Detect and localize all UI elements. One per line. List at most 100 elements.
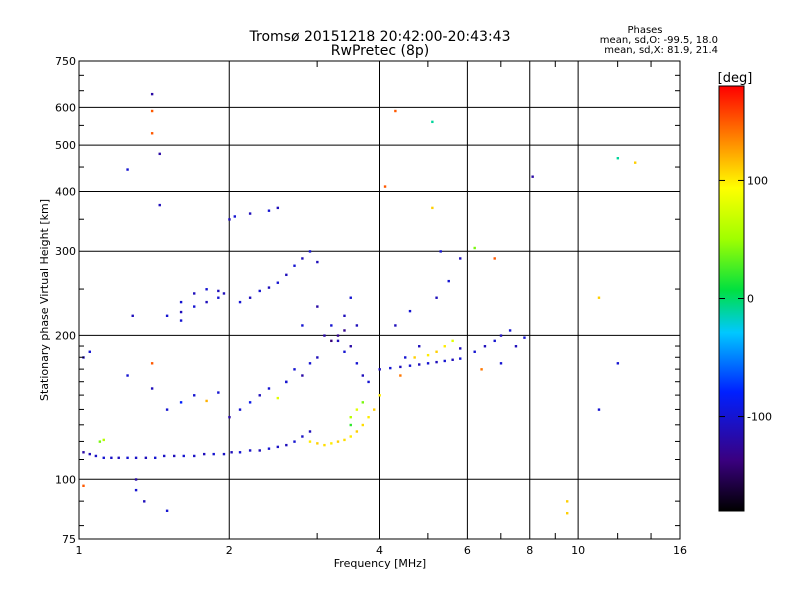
data-point (150, 362, 154, 365)
data-point (480, 368, 483, 371)
data-point (150, 109, 154, 113)
data-point (205, 288, 208, 291)
x-tick-label: 16 (673, 544, 687, 557)
x-tick-label: 4 (376, 544, 383, 557)
data-point (217, 296, 220, 299)
data-point (418, 363, 421, 366)
data-point (394, 324, 397, 327)
data-point (248, 212, 252, 215)
data-point (451, 358, 454, 361)
data-point (172, 454, 176, 458)
data-point (435, 360, 438, 364)
data-point (343, 314, 346, 318)
data-point (499, 334, 503, 337)
data-point (205, 399, 208, 403)
data-point (158, 152, 161, 156)
data-point (205, 300, 208, 304)
data-point (316, 356, 319, 359)
y-tick-label: 600 (55, 101, 76, 114)
data-point (355, 430, 359, 433)
data-point (126, 374, 129, 377)
data-point (88, 350, 91, 353)
y-tick-label: 750 (55, 55, 76, 68)
colorbar-tick-label: -100 (747, 411, 772, 424)
data-point (389, 366, 392, 370)
y-tick-label: 75 (62, 533, 76, 546)
data-point (633, 161, 637, 164)
data-point (451, 339, 454, 343)
colorbar-tick-label: 100 (747, 174, 768, 187)
data-point (566, 512, 569, 515)
data-point (102, 438, 105, 442)
data-point (367, 415, 370, 419)
data-point (285, 273, 288, 277)
data-point (443, 359, 446, 363)
data-point (616, 157, 620, 160)
data-point (230, 451, 233, 454)
data-point (217, 289, 220, 293)
data-point (426, 353, 430, 357)
data-point (361, 374, 365, 377)
data-point (323, 443, 326, 447)
data-point (566, 500, 569, 503)
data-point (248, 296, 252, 299)
x-tick-label: 8 (526, 544, 533, 557)
data-point (150, 387, 154, 390)
data-point (343, 438, 346, 442)
data-point (193, 305, 196, 308)
data-point (323, 334, 326, 337)
y-axis-label: Stationary phase Virtual Height [km] (38, 199, 51, 401)
data-point (308, 430, 312, 433)
data-point (228, 218, 231, 221)
data-point (285, 380, 288, 384)
data-point (233, 215, 237, 218)
data-point (439, 250, 442, 253)
data-point (349, 415, 352, 419)
data-point (202, 452, 206, 456)
data-point (443, 345, 446, 348)
data-point (378, 394, 381, 397)
data-point (143, 500, 146, 503)
data-point (276, 206, 280, 210)
data-point (408, 364, 412, 367)
data-point (459, 347, 462, 350)
data-point (258, 449, 261, 452)
data-point (399, 374, 402, 377)
colorbar-ticks: 100 0 -100 (719, 174, 772, 424)
data-point (336, 334, 340, 337)
data-point (301, 324, 304, 327)
data-point (418, 345, 421, 348)
data-point (165, 314, 169, 318)
data-point (228, 415, 231, 419)
y-tick-label: 300 (55, 245, 76, 258)
data-point (276, 396, 280, 400)
phase-info-title: Phases (627, 25, 662, 36)
data-point (330, 324, 333, 327)
data-point (222, 452, 226, 456)
data-point (267, 286, 271, 289)
y-tick-label: 100 (55, 473, 76, 486)
data-point (301, 374, 304, 377)
data-point (267, 387, 271, 390)
grid-lines (79, 61, 680, 539)
y-tick-label: 200 (55, 329, 76, 342)
data-point (293, 440, 296, 443)
data-point (212, 452, 215, 456)
data-point (285, 443, 288, 447)
data-point (316, 305, 319, 308)
data-point (355, 408, 359, 411)
data-point (355, 324, 359, 327)
data-point (165, 509, 169, 512)
data-point (413, 356, 416, 359)
data-point (383, 185, 387, 188)
data-point (330, 442, 333, 445)
data-point (459, 257, 462, 260)
data-point (162, 454, 166, 458)
data-point (258, 289, 261, 293)
data-point (126, 456, 129, 460)
data-point (459, 357, 462, 360)
data-point (144, 456, 148, 460)
data-point (616, 362, 620, 365)
data-point (238, 300, 242, 304)
